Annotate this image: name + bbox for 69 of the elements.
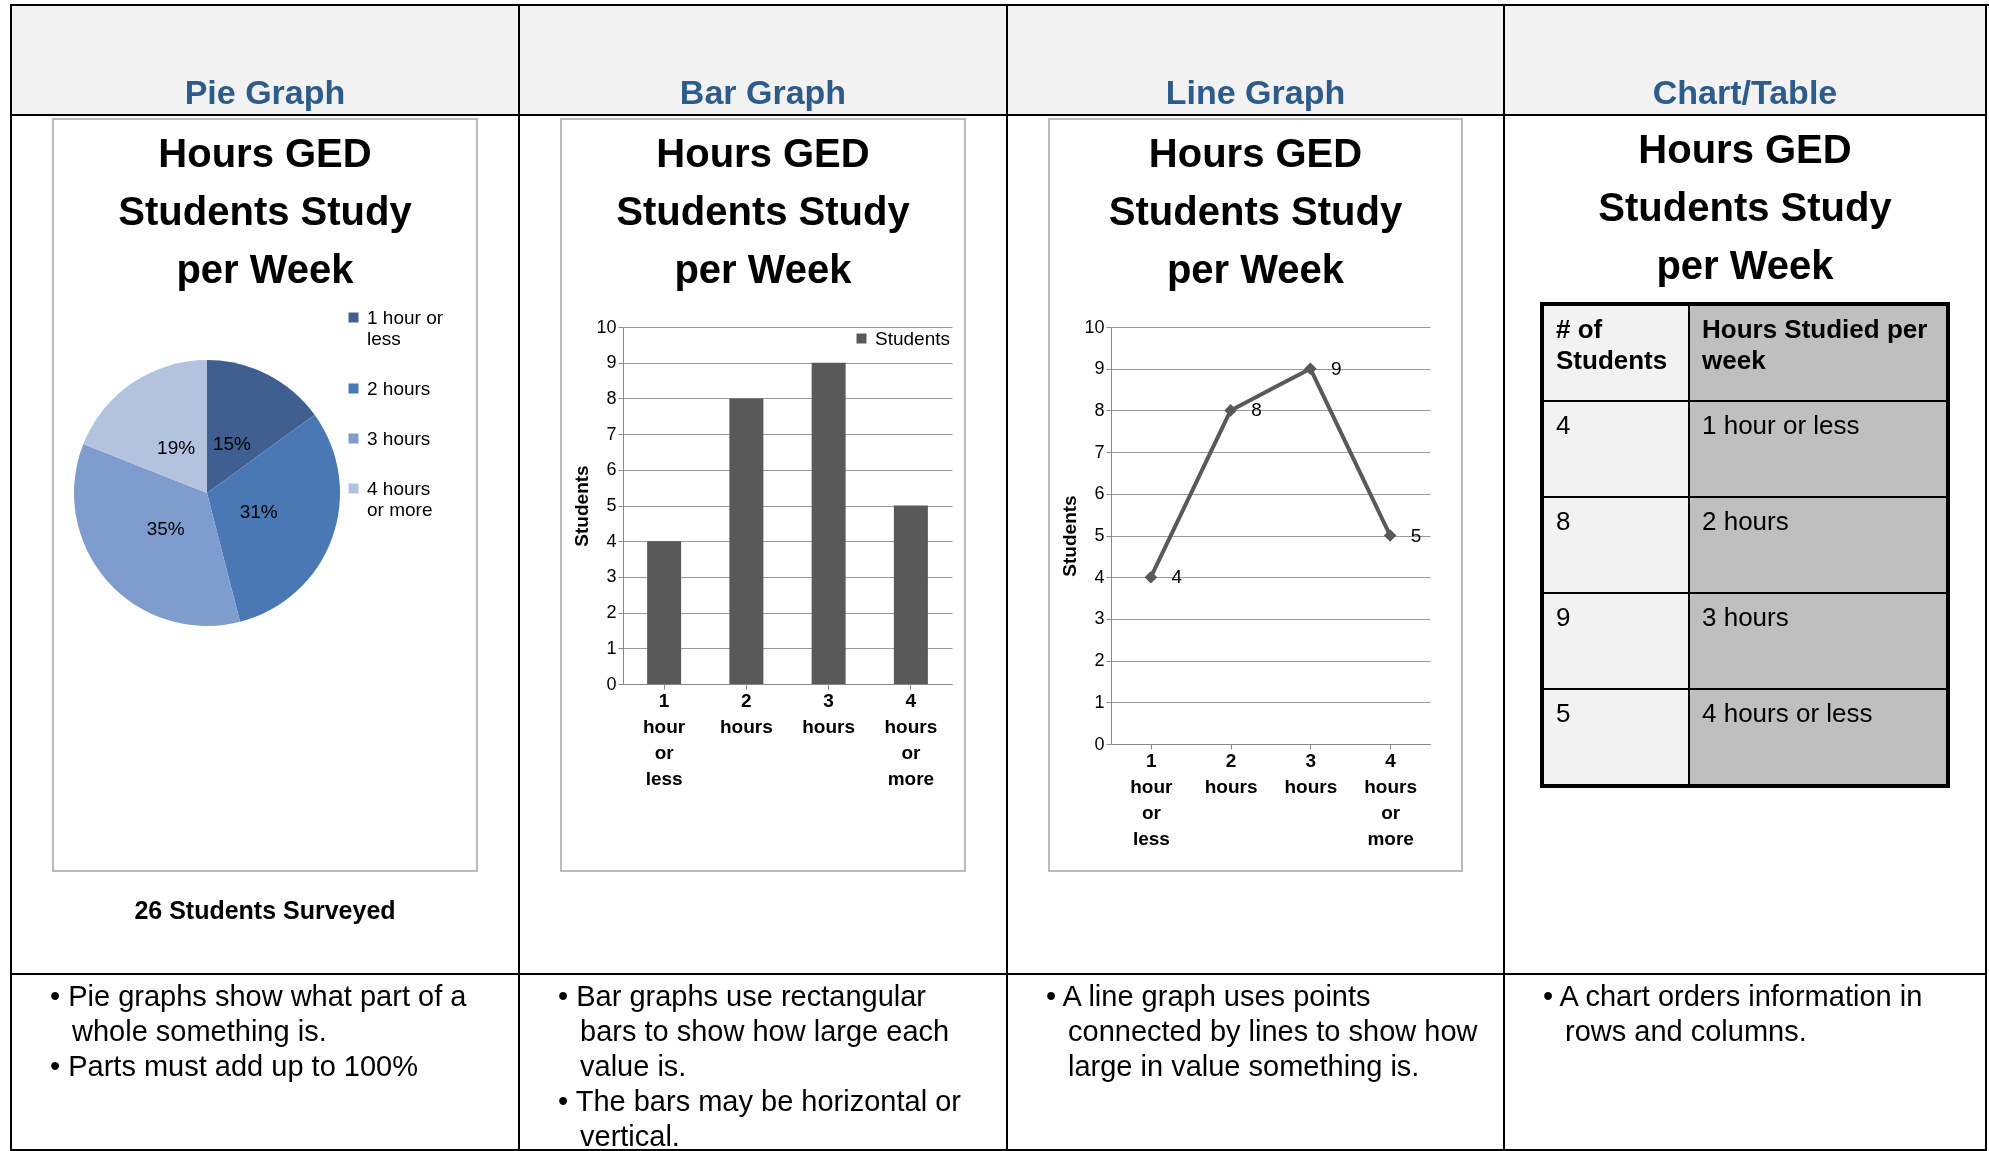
text: • The bars may be horizontal or vertical.	[558, 1084, 962, 1151]
legend-label: 2 hours	[367, 377, 431, 399]
y-tick-label: 7	[606, 423, 617, 444]
category-label: 2 hours	[1689, 497, 1948, 593]
category-label: 4 hours or less	[1689, 689, 1948, 786]
y-tick-label: 5	[1094, 525, 1105, 545]
y-tick-label: 3	[606, 566, 617, 587]
y-tick-label: 1	[1094, 691, 1105, 712]
text: • Bar graphs use rectangular bars to show how large each value is.	[558, 979, 951, 1084]
data-label: 4	[1171, 566, 1183, 588]
data-label: 9	[1542, 593, 1689, 689]
y-tick-label: 3	[1094, 608, 1105, 629]
text: 26 Students Surveyed	[133, 896, 397, 925]
data-label: 5	[1542, 689, 1689, 786]
y-tick-label: 4	[1094, 566, 1105, 587]
legend-label: 3 hours	[367, 427, 431, 449]
y-tick-label: 0	[1094, 733, 1105, 754]
y-tick-label: 6	[606, 459, 617, 480]
data-label: 4	[1542, 401, 1689, 497]
data-label: 31%	[239, 500, 278, 522]
legend-label: 1 hour or less	[367, 306, 444, 349]
data-label: 19%	[157, 436, 196, 458]
y-tick-label: 6	[1094, 483, 1105, 504]
y-tick-label: 7	[1094, 441, 1105, 462]
y-tick-label: 2	[1094, 650, 1105, 671]
y-axis-title: Students	[1059, 495, 1081, 577]
y-tick-label: 1	[606, 637, 617, 658]
y-tick-label: 2	[606, 602, 617, 623]
data-label: 8	[1542, 497, 1689, 593]
x-tick-label: 3 hours	[802, 689, 856, 737]
data-label: 9	[1331, 357, 1342, 379]
chart-subtitle: Pie Graph	[12, 6, 520, 116]
y-tick-label: 10	[1084, 316, 1105, 337]
legend-label: 4 hours or more	[367, 477, 433, 520]
y-tick-label: 4	[606, 530, 617, 551]
text: • Parts must add up to 100%	[50, 1049, 420, 1084]
legend-label: Students	[875, 327, 950, 349]
y-tick-label: 8	[606, 387, 617, 408]
x-tick-label: 1 hour or less	[1130, 749, 1174, 849]
chart-title: Hours GED Students Study per Week	[117, 130, 413, 293]
data-label: 35%	[146, 518, 185, 540]
y-tick-label: 0	[606, 673, 617, 694]
y-axis-title: Students	[571, 465, 593, 547]
y-tick-label: 8	[1094, 399, 1105, 420]
chart-subtitle: Bar Graph	[520, 6, 1008, 116]
x-tick-label: 4 hours or more	[1364, 749, 1418, 849]
text: # of Students	[1542, 304, 1689, 401]
y-tick-label: 5	[606, 495, 617, 515]
text: Chart/Table	[1505, 6, 1987, 116]
text: Hours GED Students Study per Week	[1597, 126, 1893, 289]
data-label: 8	[1251, 399, 1262, 421]
x-tick-label: 2 hours	[1204, 749, 1258, 797]
x-tick-label: 4 hours or more	[884, 689, 938, 789]
text: • Pie graphs show what part of a whole something is.	[50, 979, 468, 1049]
text: • A line graph uses points connected by lines to show how large in value something is.	[1046, 979, 1479, 1084]
x-tick-label: 3 hours	[1284, 749, 1338, 797]
chart-title: Hours GED Students Study per Week	[615, 130, 911, 293]
chart-subtitle: Line Graph	[1008, 6, 1505, 116]
data-label: 15%	[212, 432, 252, 454]
text: Hours Studied per week	[1689, 304, 1948, 401]
y-tick-label: 10	[596, 316, 617, 337]
data-label: 5	[1410, 524, 1422, 546]
y-tick-label: 9	[1094, 358, 1105, 379]
x-tick-label: 1 hour or less	[643, 689, 686, 789]
y-tick-label: 9	[606, 352, 617, 373]
text: • A chart orders information in rows and columns.	[1543, 979, 1924, 1049]
x-tick-label: 2 hours	[719, 689, 773, 737]
category-label: 1 hour or less	[1689, 401, 1948, 497]
chart-title: Hours GED Students Study per Week	[1107, 130, 1404, 293]
